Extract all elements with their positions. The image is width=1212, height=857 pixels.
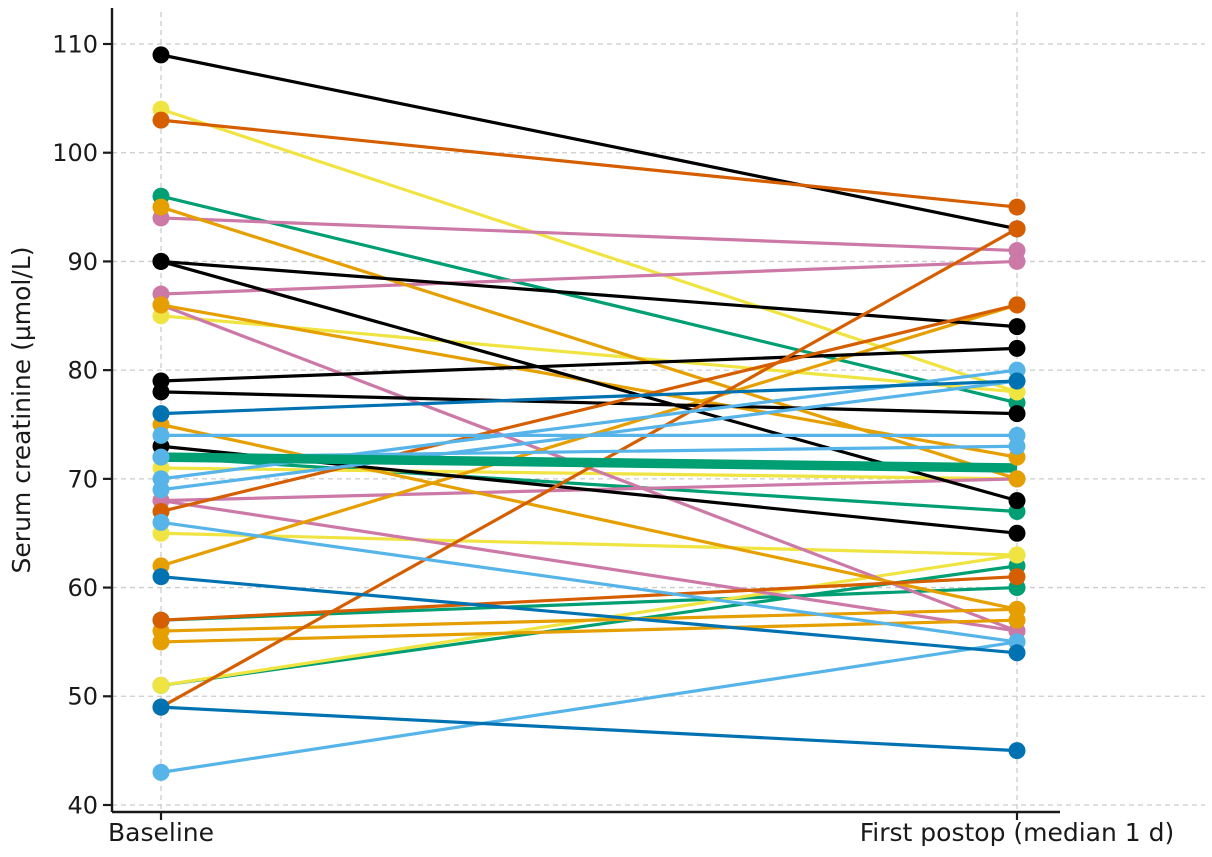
data-point-postop-patient-darkblue-1 (1008, 372, 1026, 390)
y-tick-label: 60 (67, 574, 98, 602)
y-tick-label: 70 (67, 465, 98, 493)
data-point-baseline-patient-black-3 (152, 252, 170, 270)
data-point-postop-patient-black-5 (1008, 405, 1026, 423)
data-point-baseline-patient-amber-6 (152, 633, 170, 651)
series-line-patient-darkblue-2 (159, 575, 1019, 655)
series-line-patient-darkblue-1 (159, 379, 1019, 416)
data-point-baseline-patient-darkblue-3 (152, 698, 170, 716)
data-point-postop-patient-black-4 (1008, 339, 1026, 357)
data-point-postop-patient-black-2 (1008, 318, 1026, 336)
series-line-patient-lightblue-5 (159, 520, 1019, 644)
series-line-patient-amber-1 (159, 205, 1019, 481)
y-axis-label: Serum creatinine (µmol/L) (7, 247, 36, 574)
series-line-patient-vermilion-2 (159, 303, 1019, 514)
data-point-postop-patient-vermilion-3 (1008, 568, 1026, 586)
data-point-postop-patient-black-6 (1008, 524, 1026, 542)
series-line-patient-vermilion-3 (159, 575, 1019, 622)
series-line-patient-yellow-1 (159, 107, 1019, 394)
series-line-patient-green-2 (159, 455, 1019, 514)
x-tick-label-postop: First postop (median 1 d) (860, 818, 1175, 847)
data-point-baseline-patient-lightblue-5 (152, 513, 170, 531)
series-line-patient-amber-6 (159, 618, 1019, 644)
data-point-baseline-patient-lightblue-2 (152, 448, 170, 466)
data-point-baseline-patient-yellow-5 (152, 676, 170, 694)
data-point-postop-patient-amber-1 (1008, 470, 1026, 488)
data-point-baseline-patient-darkblue-2 (152, 568, 170, 586)
series-line-patient-green-3 (159, 585, 1019, 622)
y-tick-label: 80 (67, 357, 98, 385)
data-point-baseline-patient-black-1 (152, 46, 170, 64)
data-point-baseline-patient-vermilion-1 (152, 111, 170, 129)
data-point-baseline-patient-lightblue-1 (152, 426, 170, 444)
series-line-patient-yellow-2 (159, 314, 1019, 394)
data-point-baseline-patient-amber-1 (152, 198, 170, 216)
data-point-baseline-patient-lightblue-6 (152, 763, 170, 781)
data-point-postop-patient-darkblue-3 (1008, 742, 1026, 760)
y-tick-label: 40 (67, 791, 98, 819)
series-line-patient-darkblue-3 (159, 705, 1019, 753)
series-line-patient-lightblue-6 (159, 640, 1019, 774)
data-point-baseline-patient-black-5 (152, 383, 170, 401)
y-tick-label: 100 (52, 139, 98, 167)
series-line-patient-black-4 (159, 346, 1019, 383)
x-tick-label-baseline: Baseline (108, 818, 214, 847)
series-line-patient-black-5 (159, 390, 1019, 416)
series-line-patient-green-1 (159, 194, 1019, 405)
data-point-postop-patient-pink-2 (1008, 252, 1026, 270)
data-point-postop-patient-vermilion-1 (1008, 198, 1026, 216)
y-tick-label: 90 (67, 248, 98, 276)
data-point-postop-patient-vermilion-4 (1008, 220, 1026, 238)
series-line-patient-pink-1 (159, 216, 1019, 253)
data-point-postop-patient-amber-6 (1008, 611, 1026, 629)
data-point-baseline-patient-lightblue-4 (152, 481, 170, 499)
data-point-postop-patient-darkblue-2 (1008, 644, 1026, 662)
median-line (160, 452, 1018, 473)
series-line-patient-vermilion-1 (159, 118, 1019, 209)
series-line-patient-yellow-4 (159, 531, 1019, 557)
series-line-patient-lightblue-4 (159, 379, 1019, 492)
data-point-postop-patient-black-3 (1008, 492, 1026, 510)
data-point-baseline-patient-vermilion-3 (152, 611, 170, 629)
data-point-baseline-patient-darkblue-1 (152, 405, 170, 423)
series-line-patient-black-1 (159, 53, 1019, 231)
series-line-patient-yellow-3 (159, 466, 1019, 481)
series-line-patient-green-4 (159, 564, 1019, 688)
y-tick-label: 50 (67, 683, 98, 711)
series-line-patient-pink-2 (159, 259, 1019, 296)
data-point-postop-patient-lightblue-2 (1008, 437, 1026, 455)
data-point-baseline-patient-amber-2 (152, 296, 170, 314)
series-line-patient-black-2 (159, 259, 1019, 329)
y-tick-label: 110 (52, 30, 98, 58)
series-line-patient-vermilion-4 (159, 227, 1019, 709)
series-line-patient-black-3 (159, 259, 1019, 503)
data-point-postop-patient-yellow-5 (1008, 546, 1026, 564)
data-point-postop-patient-vermilion-2 (1008, 296, 1026, 314)
